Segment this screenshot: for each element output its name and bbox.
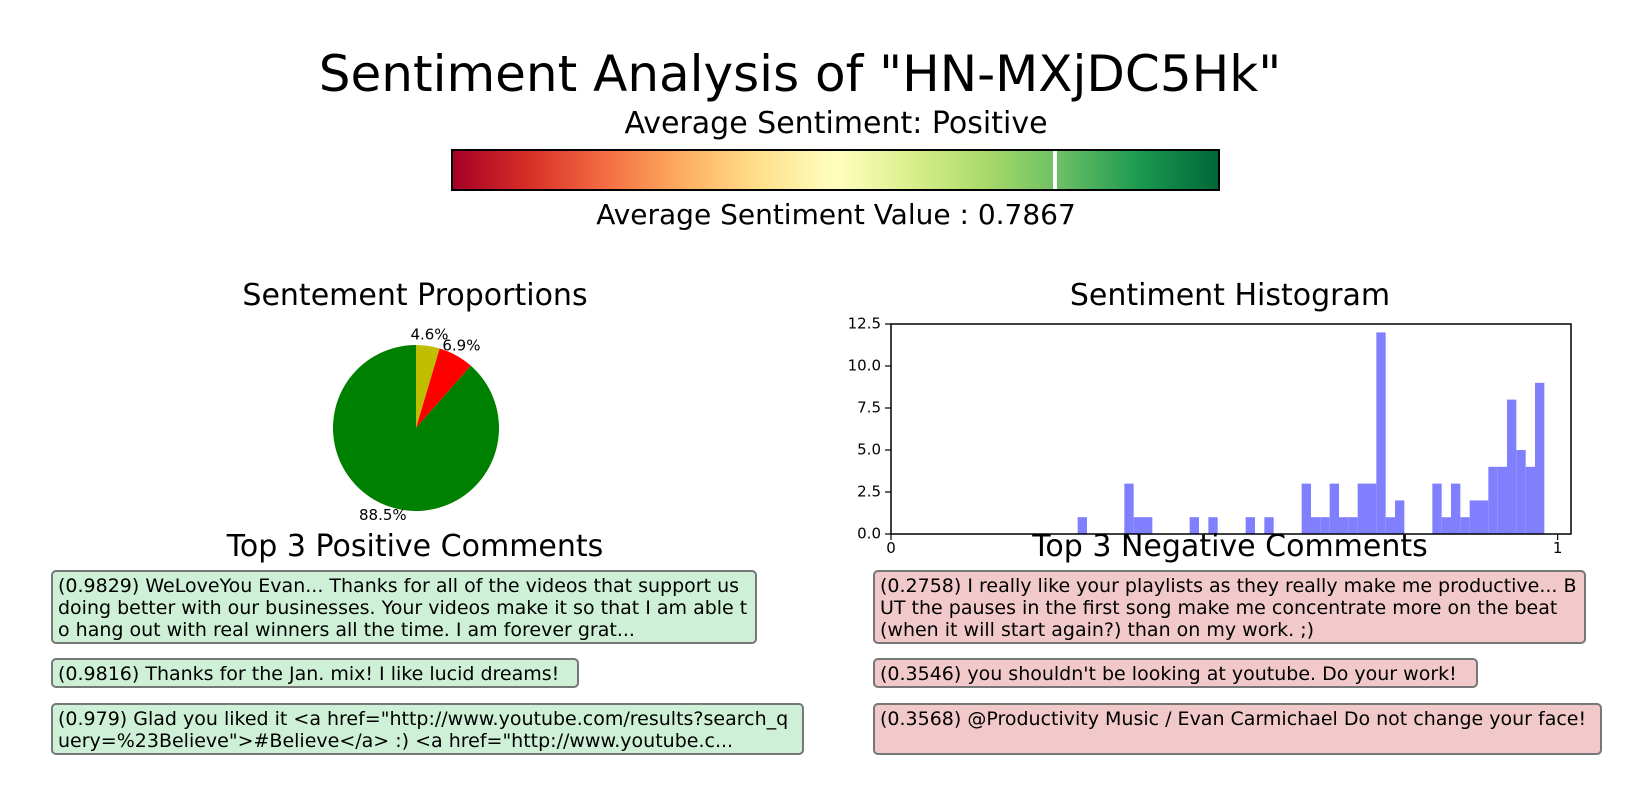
- pie-chart-title: Sentement Proportions: [242, 278, 588, 313]
- histogram-bar: [1535, 382, 1545, 534]
- y-tick-label: 5.0: [857, 441, 881, 459]
- average-sentiment-label: Average Sentiment: Positive: [624, 106, 1048, 141]
- histogram-bar: [1208, 517, 1218, 534]
- histogram-frame: [890, 323, 1572, 535]
- pie-slice-label-1: 4.6%: [410, 326, 448, 344]
- page-title: Sentiment Analysis of "HN-MXjDC5Hk": [318, 45, 1282, 103]
- pie-slice-3: [333, 345, 499, 511]
- pie-slice-label-2: 6.9%: [442, 336, 480, 354]
- histogram-bar: [1133, 517, 1143, 534]
- histogram-bar: [1143, 517, 1153, 534]
- histogram-bar: [1497, 466, 1507, 534]
- histogram-bar: [1339, 517, 1349, 534]
- positive-comment-2: (0.9816) Thanks for the Jan. mix! I like…: [51, 658, 579, 688]
- average-sentiment-marker: [1052, 151, 1057, 189]
- y-tick-label: 10.0: [848, 357, 881, 375]
- y-tick-label: 2.5: [857, 483, 881, 501]
- positive-comment-1: (0.9829) WeLoveYou Evan... Thanks for al…: [51, 570, 757, 644]
- pie-slice-1: [416, 345, 440, 428]
- histogram-bar: [1376, 332, 1386, 534]
- histogram-bar: [1460, 517, 1470, 534]
- histogram-bar: [1329, 483, 1339, 534]
- histogram-bar: [1077, 517, 1087, 534]
- histogram-bar: [1516, 450, 1526, 534]
- x-tick-label: 1: [1553, 539, 1563, 557]
- histogram-bar: [1441, 517, 1451, 534]
- sentiment-colorbar: [451, 149, 1220, 191]
- histogram-bar: [1432, 483, 1442, 534]
- y-tick-label: 0.0: [857, 525, 881, 543]
- histogram-bar: [1507, 399, 1517, 534]
- negative-comment-1: (0.2758) I really like your playlists as…: [873, 570, 1586, 644]
- histogram-bar: [1395, 500, 1405, 534]
- histogram-bar: [1311, 517, 1321, 534]
- histogram-title: Sentiment Histogram: [1069, 278, 1391, 313]
- histogram-bar: [1189, 517, 1199, 534]
- histogram-bar: [1367, 483, 1377, 534]
- negative-comment-2: (0.3546) you shouldn't be looking at you…: [873, 658, 1478, 688]
- histogram-bar: [1451, 483, 1461, 534]
- histogram-bar: [1525, 466, 1535, 534]
- histogram-bar: [1488, 466, 1498, 534]
- positive-comment-3: (0.979) Glad you liked it <a href="http:…: [51, 703, 804, 755]
- histogram-bar: [1245, 517, 1255, 534]
- histogram-bar: [1124, 483, 1134, 534]
- y-tick-label: 7.5: [857, 399, 881, 417]
- x-tick-label: 0: [886, 539, 896, 557]
- histogram-bar: [1385, 517, 1395, 534]
- histogram-bar: [1320, 517, 1330, 534]
- average-sentiment-value: Average Sentiment Value : 0.7867: [596, 198, 1076, 231]
- histogram-bar: [1469, 500, 1479, 534]
- pie-slice-label-3: 88.5%: [359, 506, 407, 524]
- pie-slice-2: [416, 348, 471, 428]
- histogram-bar: [1357, 483, 1367, 534]
- y-tick-label: 12.5: [848, 315, 881, 333]
- negative-comments-title: Top 3 Negative Comments: [1032, 529, 1428, 564]
- positive-comments-title: Top 3 Positive Comments: [226, 529, 604, 564]
- histogram-bar: [1301, 483, 1311, 534]
- histogram-bar: [1479, 500, 1489, 534]
- negative-comment-3: (0.3568) @Productivity Music / Evan Carm…: [873, 703, 1602, 755]
- histogram-bar: [1348, 517, 1358, 534]
- histogram-bar: [1264, 517, 1274, 534]
